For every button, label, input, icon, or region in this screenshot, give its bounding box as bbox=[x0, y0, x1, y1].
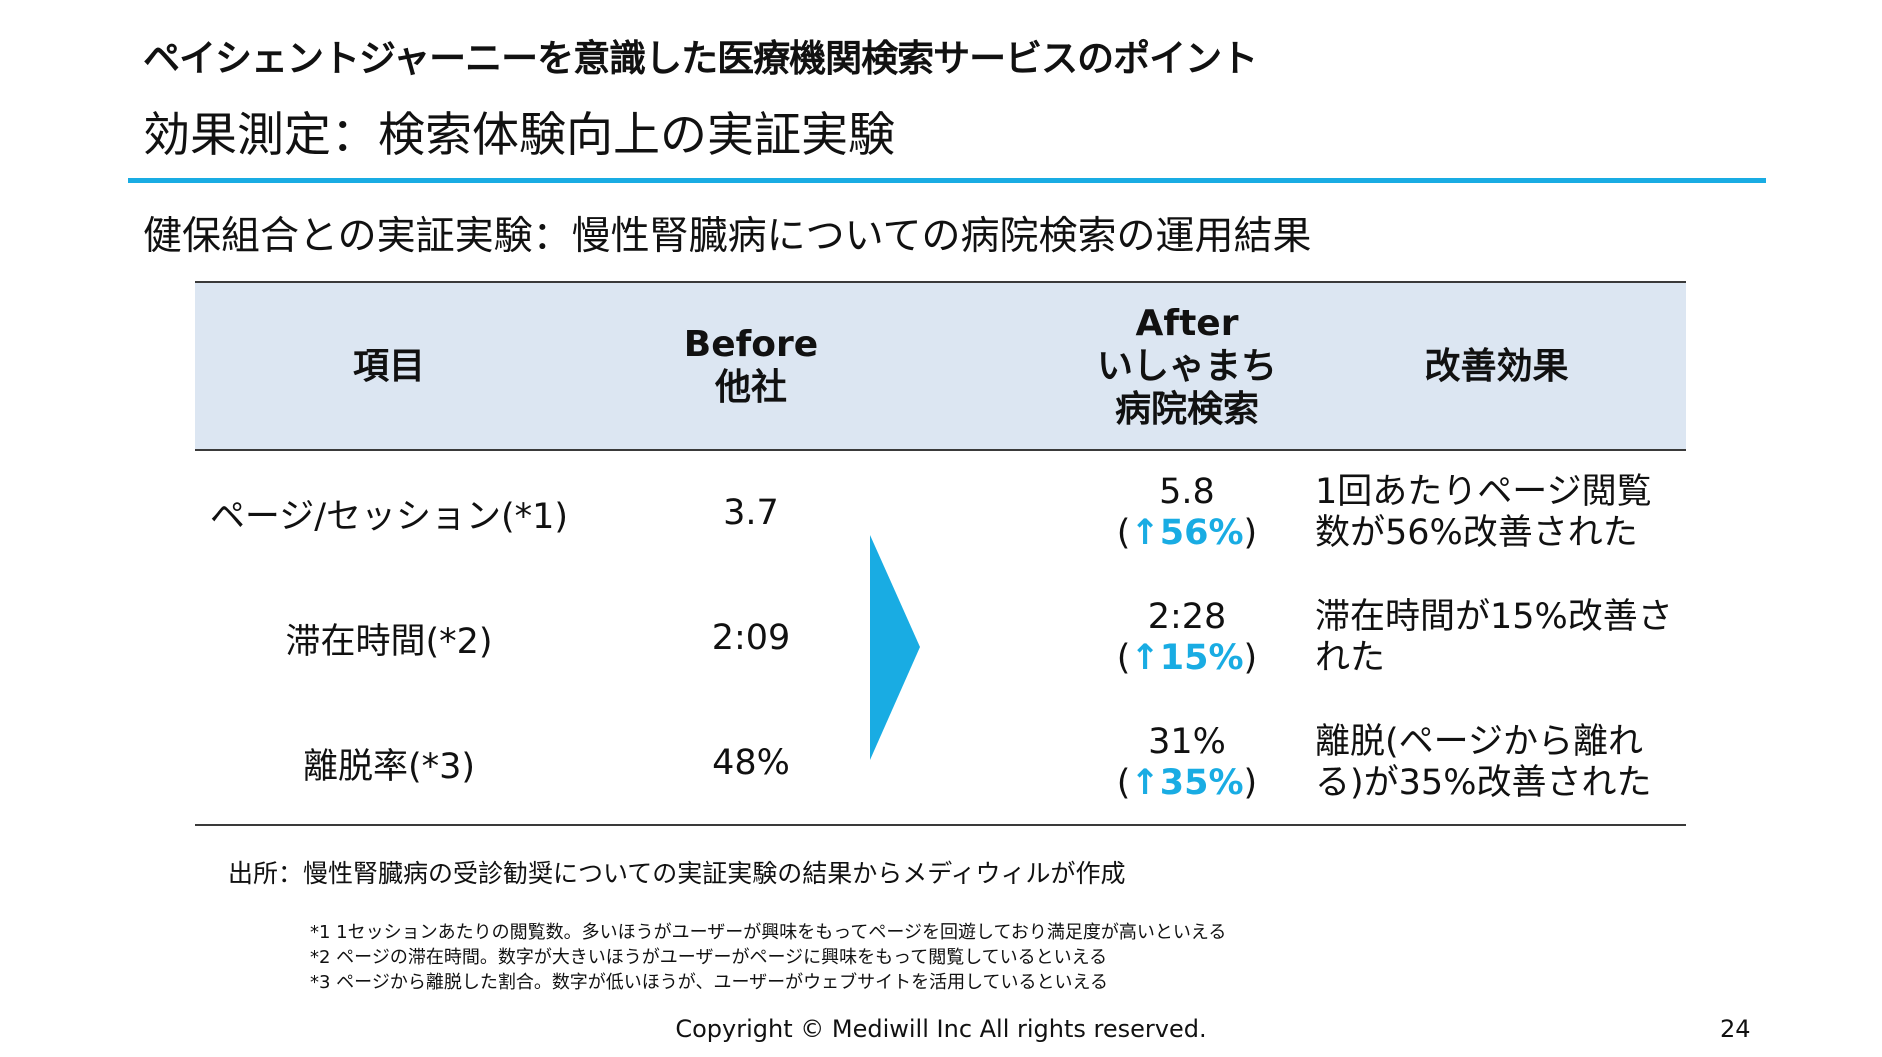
row-item: 滞在時間(*2) bbox=[285, 621, 493, 662]
col-header-effect-label: 改善効果 bbox=[1424, 345, 1569, 387]
footnotes: *1 1セッションあたりの閲覧数。多いほうがユーザーが興味をもってページを回遊し… bbox=[310, 920, 1226, 995]
row-effect: 滞在時間が15%改善された bbox=[1315, 597, 1673, 678]
col-header-effect: 改善効果 bbox=[1307, 283, 1686, 449]
col-header-after-line2: いしゃまち bbox=[1096, 345, 1277, 387]
col-header-item: 項目 bbox=[195, 283, 583, 449]
slide-subtitle: 健保組合との実証実験：慢性腎臓病についての病院検索の運用結果 bbox=[143, 214, 1312, 259]
row-after-close-paren: ) bbox=[1243, 513, 1258, 553]
col-header-after-line3: 病院検索 bbox=[1114, 388, 1259, 430]
row-after-change-wrap: (↑35%) bbox=[1117, 763, 1257, 804]
page-number: 24 bbox=[1720, 1015, 1751, 1043]
col-header-before-line1: Before bbox=[683, 324, 819, 365]
col-header-after: After いしゃまち 病院検索 bbox=[1067, 283, 1307, 449]
table-body: ページ/セッション(*1) 3.7 5.8 (↑56%) 1回あたりページ閲覧数… bbox=[195, 451, 1686, 826]
row-before: 48% bbox=[712, 743, 790, 783]
footnote: *2 ページの滞在時間。数字が大きいほうがユーザーがページに興味をもって閲覧して… bbox=[310, 947, 1108, 968]
row-after-value: 31% bbox=[1148, 722, 1226, 762]
row-item: ページ/セッション(*1) bbox=[209, 496, 569, 537]
row-after-change: ↑56% bbox=[1130, 513, 1244, 553]
row-after-change: ↑35% bbox=[1130, 763, 1244, 803]
row-item: 離脱率(*3) bbox=[302, 746, 476, 787]
table-row: 離脱率(*3) 48% 31% (↑35%) 離脱(ページから離れる)が35%改… bbox=[195, 722, 1686, 804]
row-after-change-wrap: (↑56%) bbox=[1117, 513, 1257, 554]
slide-title: 効果測定：検索体験向上の実証実験 bbox=[143, 108, 895, 163]
title-divider bbox=[128, 178, 1766, 183]
row-before: 3.7 bbox=[723, 493, 779, 533]
col-header-item-label: 項目 bbox=[352, 345, 425, 387]
col-header-before-line2: 他社 bbox=[714, 367, 787, 408]
row-after: 5.8 (↑56%) bbox=[1067, 472, 1307, 554]
row-after-value: 2:28 bbox=[1147, 597, 1227, 637]
row-after-change: ↑15% bbox=[1130, 638, 1244, 678]
row-after-value: 5.8 bbox=[1159, 472, 1215, 512]
row-before: 2:09 bbox=[711, 618, 791, 658]
row-after-open-paren: ( bbox=[1116, 638, 1131, 678]
row-after: 2:28 (↑15%) bbox=[1067, 597, 1307, 679]
row-after-change-wrap: (↑15%) bbox=[1117, 638, 1257, 679]
footnote: *1 1セッションあたりの閲覧数。多いほうがユーザーが興味をもってページを回遊し… bbox=[310, 922, 1227, 943]
slide-heading: ペイシェントジャーニーを意識した医療機関検索サービスのポイント bbox=[143, 37, 1258, 80]
copyright: Copyright © Mediwill Inc All rights rese… bbox=[675, 1015, 1207, 1043]
source-note: 出所：慢性腎臓病の受診勧奨についての実証実験の結果からメディウィルが作成 bbox=[228, 859, 1126, 888]
results-table: 項目 Before 他社 After いしゃまち 病院検索 改善効果 ページ/セ… bbox=[195, 281, 1686, 826]
col-header-before: Before 他社 bbox=[583, 283, 919, 449]
row-after-close-paren: ) bbox=[1243, 638, 1258, 678]
table-header: 項目 Before 他社 After いしゃまち 病院検索 改善効果 bbox=[195, 281, 1686, 451]
row-after-open-paren: ( bbox=[1116, 763, 1131, 803]
row-after-open-paren: ( bbox=[1116, 513, 1131, 553]
col-header-after-line1: After bbox=[1135, 302, 1239, 344]
row-after: 31% (↑35%) bbox=[1067, 722, 1307, 804]
row-effect: 1回あたりページ閲覧数が56%改善された bbox=[1315, 472, 1652, 553]
row-effect: 離脱(ページから離れる)が35%改善された bbox=[1315, 722, 1652, 803]
table-row: 滞在時間(*2) 2:09 2:28 (↑15%) 滞在時間が15%改善された bbox=[195, 597, 1686, 679]
chevron-right-arrow-icon bbox=[870, 535, 920, 760]
table-row: ページ/セッション(*1) 3.7 5.8 (↑56%) 1回あたりページ閲覧数… bbox=[195, 472, 1686, 554]
footnote: *3 ページから離脱した割合。数字が低いほうが、ユーザーがウェブサイトを活用して… bbox=[310, 972, 1109, 993]
row-after-close-paren: ) bbox=[1243, 763, 1258, 803]
